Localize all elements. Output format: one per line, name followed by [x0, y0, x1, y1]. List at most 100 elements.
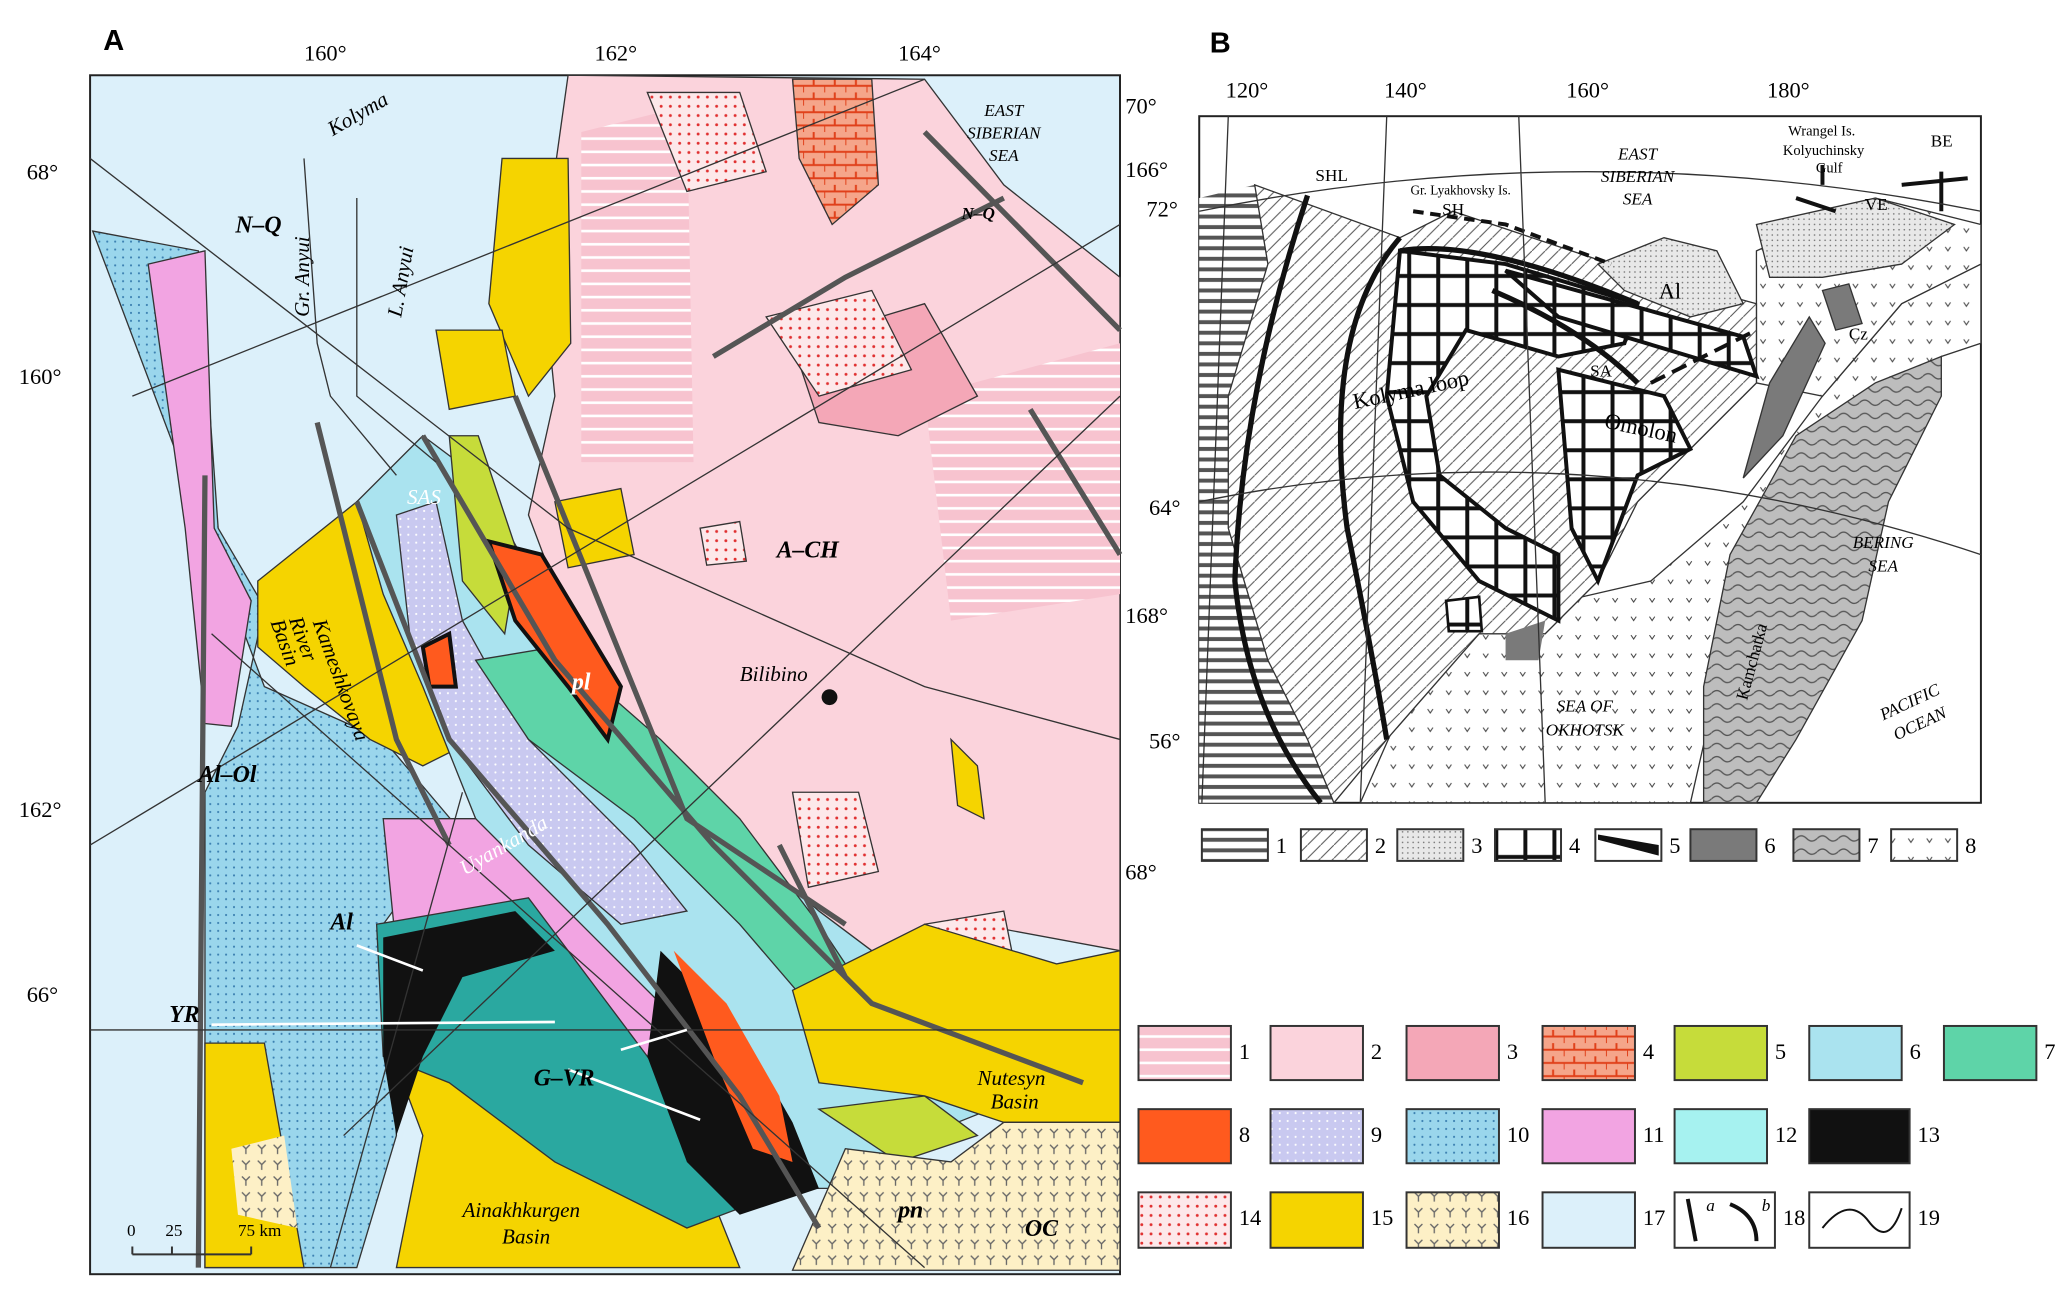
- lat-label: 68°: [27, 159, 58, 184]
- place-label: pl: [570, 669, 591, 695]
- place-label: Al: [328, 910, 353, 936]
- place-label: Basin: [502, 1224, 550, 1248]
- legend-label: 15: [1371, 1205, 1393, 1230]
- legend-label: 5: [1669, 833, 1680, 858]
- legend-swatch: [1269, 1024, 1364, 1082]
- fault: [195, 130, 1123, 1268]
- lon-label: 120°: [1226, 78, 1269, 103]
- legend-swatch: [1942, 1024, 2038, 1082]
- unit-b7: [1702, 355, 1942, 804]
- legend-label: 1: [1239, 1039, 1250, 1064]
- scale-bar: [131, 1246, 253, 1256]
- unit-b1: [1199, 184, 1334, 803]
- legend-label: 19: [1918, 1205, 1940, 1230]
- place-label: SEA: [1868, 557, 1898, 576]
- panel-label: A: [103, 25, 124, 57]
- legend-swatch: [1405, 1108, 1500, 1165]
- place-label: EAST: [983, 101, 1025, 120]
- unit-14: [765, 289, 913, 397]
- river: [303, 158, 437, 476]
- lat-label: 56°: [1149, 729, 1180, 754]
- legend-label: 14: [1239, 1205, 1261, 1230]
- place-label: Bilibino: [740, 662, 808, 686]
- place-label: Wrangel Is.: [1788, 123, 1855, 139]
- place-label: SEA OF: [1557, 697, 1614, 716]
- lat-label: 160°: [19, 364, 62, 389]
- place-label: BERING: [1853, 533, 1915, 552]
- legend-label: a: [1706, 1196, 1715, 1215]
- place-label: N–Q: [234, 213, 281, 239]
- legend-swatch: [1299, 828, 1368, 862]
- place-label: Gr. Lyakhovsky Is.: [1410, 182, 1510, 197]
- panel-a-map: [89, 74, 1123, 1276]
- unit-b3: [1596, 236, 1745, 318]
- legend-label: 7: [2044, 1039, 2055, 1064]
- place-label: EAST: [1617, 145, 1659, 164]
- legend-b: [1200, 828, 1959, 862]
- lat-label: 64°: [1149, 495, 1180, 520]
- legend-label: 17: [1643, 1205, 1665, 1230]
- unit-b6: [1821, 283, 1863, 331]
- legend-swatch: [1269, 1191, 1364, 1249]
- legend-label: 10: [1507, 1122, 1529, 1147]
- scale-label: 25: [165, 1221, 182, 1240]
- scale-label: 0: [127, 1221, 136, 1240]
- lat-label: 66°: [27, 982, 58, 1007]
- legend-label: b: [1762, 1196, 1771, 1215]
- legend-label: 11: [1643, 1122, 1665, 1147]
- place-label: Ainakhkurgen: [460, 1198, 580, 1222]
- legend-swatch: [1396, 828, 1465, 862]
- legend-swatch: [1494, 828, 1563, 862]
- place-label: Cz: [1849, 324, 1868, 343]
- unit-4: [791, 78, 880, 226]
- legend-swatch: [1808, 1024, 1903, 1082]
- place-label: BE: [1931, 132, 1953, 151]
- legend-label: 16: [1507, 1205, 1529, 1230]
- lon-label: 164°: [898, 41, 941, 66]
- legend-label: 2: [1371, 1039, 1382, 1064]
- legend-label: 3: [1471, 833, 1482, 858]
- lat-label: 166°: [1125, 157, 1168, 182]
- town-marker: [821, 689, 838, 706]
- legend-label: 2: [1375, 833, 1386, 858]
- unit-b3: [1755, 197, 1956, 278]
- legend-label: 13: [1918, 1122, 1940, 1147]
- legend-symbol: [1821, 1207, 1903, 1233]
- legend-swatch: [1405, 1024, 1500, 1082]
- legend-swatch: [1673, 1024, 1768, 1082]
- place-label: Basin: [991, 1090, 1039, 1114]
- label-leader: [211, 944, 701, 1121]
- unit-5: [817, 1095, 979, 1163]
- place-label: Gulf: [1816, 160, 1843, 176]
- place-label: Gr. Anyui: [290, 236, 314, 317]
- legend-swatch: [1808, 1108, 1911, 1165]
- unit-14: [646, 91, 767, 193]
- place-label: Kolyuchinsky: [1783, 143, 1865, 159]
- legend-label: 9: [1371, 1122, 1382, 1147]
- unit-1: [924, 343, 1121, 621]
- belt-boundary: [1412, 209, 1612, 266]
- unit-b5: [1504, 268, 1760, 380]
- legend-label: 12: [1775, 1122, 1797, 1147]
- lon-label: 180°: [1767, 78, 1810, 103]
- place-label: SHL: [1315, 166, 1347, 185]
- graticule: [89, 78, 1121, 1269]
- unit-b6: [1742, 315, 1826, 479]
- unit-8: [420, 630, 459, 689]
- unit-11: [147, 250, 252, 727]
- place-label: SAS: [407, 485, 441, 509]
- lat-label: 70°: [1125, 93, 1156, 118]
- legend-swatch: [1137, 1024, 1232, 1082]
- panel-label: B: [1210, 28, 1231, 60]
- unit-15: [488, 157, 572, 398]
- legend-swatch: [1597, 834, 1659, 856]
- unit-8: [485, 538, 624, 744]
- legend-label: 8: [1239, 1122, 1250, 1147]
- legend-label: 6: [1764, 833, 1775, 858]
- lat-label: 72°: [1146, 196, 1177, 221]
- place-label: G–VR: [534, 1066, 595, 1092]
- unit-b4: [1444, 595, 1484, 633]
- legend-swatch: [1890, 828, 1959, 862]
- legend-swatch: [1200, 828, 1269, 862]
